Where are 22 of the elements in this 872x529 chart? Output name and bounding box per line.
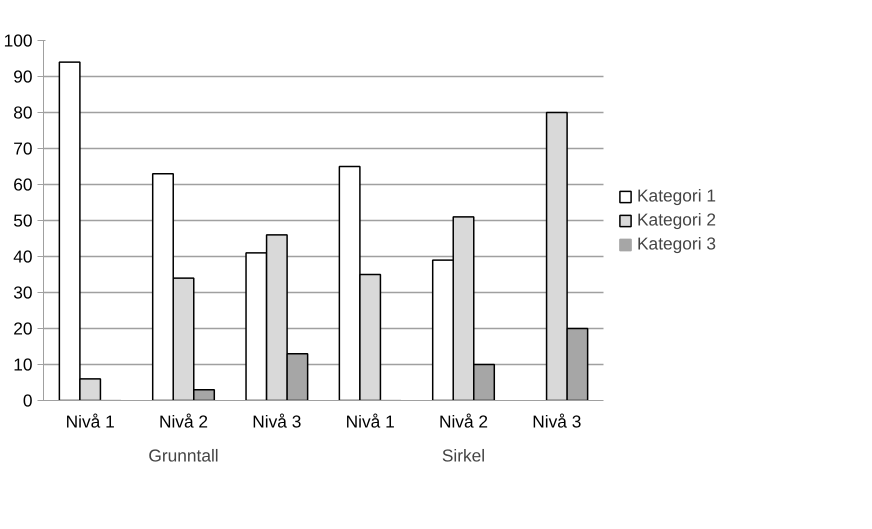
y-tick-label: 40 (13, 246, 33, 266)
x-tick-label: Nivå 1 (346, 412, 395, 432)
x-tick-label: Nivå 2 (158, 412, 208, 432)
y-tick-label: 60 (13, 174, 33, 194)
legend-label: Kategori 1 (637, 186, 716, 206)
y-tick-label: 70 (13, 138, 33, 158)
x-tick-label: Nivå 3 (532, 412, 582, 432)
legend-label: Kategori 3 (637, 234, 716, 254)
y-tick-label: 90 (13, 66, 33, 86)
y-tick-label: 100 (4, 30, 33, 50)
y-tick-label: 10 (13, 354, 33, 374)
y-tick-label: 50 (13, 210, 33, 230)
y-tick-label: 30 (13, 282, 33, 302)
y-tick-label: 80 (13, 102, 33, 122)
y-tick-label: 0 (22, 390, 33, 410)
text: Grunntall (148, 446, 219, 466)
x-tick-label: Nivå 1 (66, 412, 115, 432)
x-tick-label: Nivå 3 (252, 412, 302, 432)
y-tick-label: 20 (13, 318, 33, 338)
legend-label: Kategori 2 (637, 210, 716, 230)
text: Sirkel (442, 446, 486, 466)
x-tick-label: Nivå 2 (438, 412, 488, 432)
